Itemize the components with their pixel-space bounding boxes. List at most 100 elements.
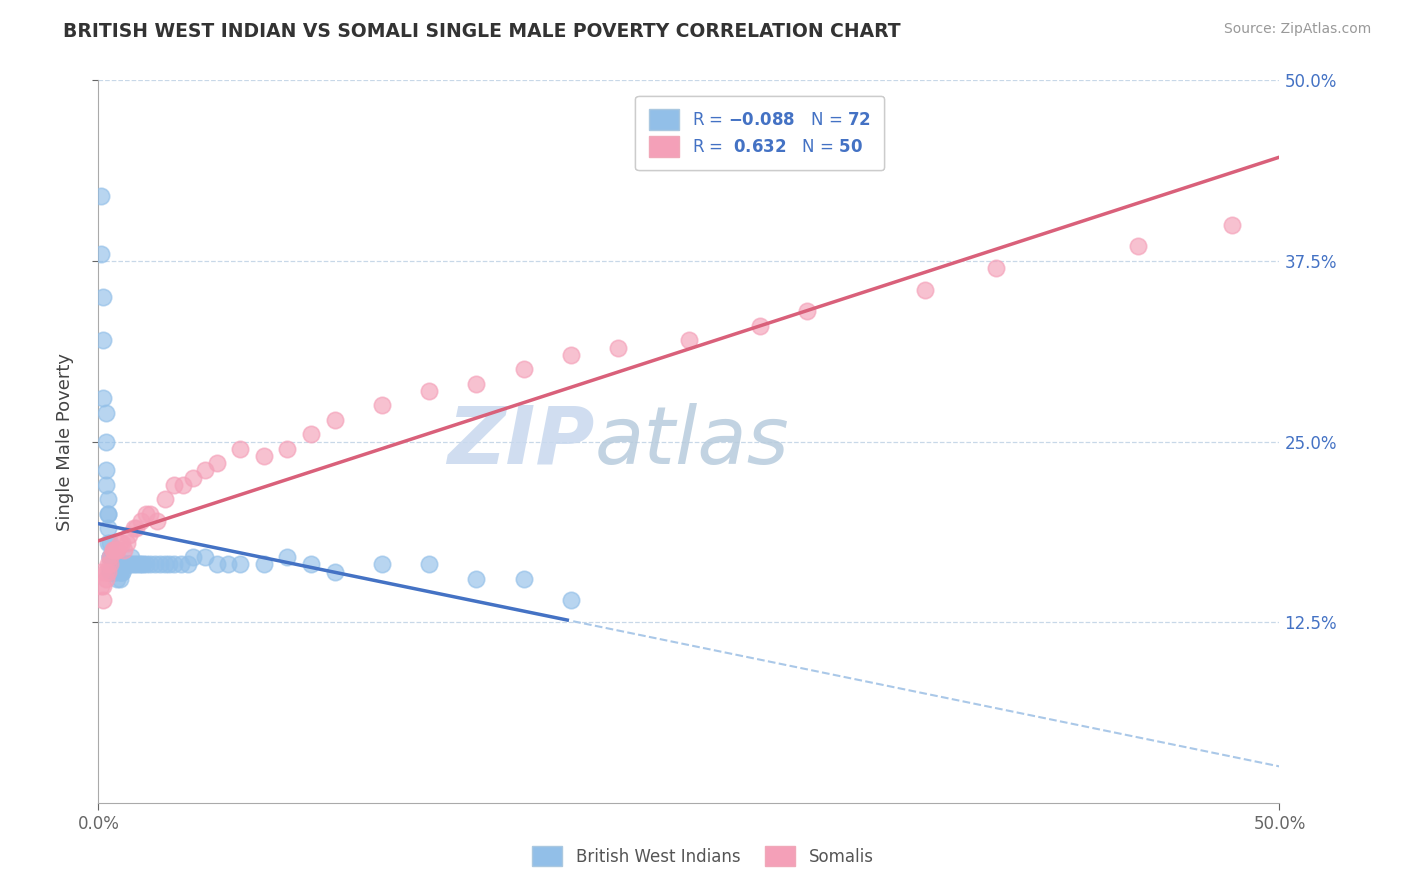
- Point: [181, 550, 204, 565]
- Point: [94, 478, 117, 492]
- Point: [98, 550, 121, 565]
- Point: [371, 398, 394, 412]
- Point: [135, 507, 157, 521]
- Point: [128, 558, 150, 572]
- Point: [97, 565, 120, 579]
- Y-axis label: Single Male Poverty: Single Male Poverty: [56, 352, 75, 531]
- Point: [90, 189, 112, 203]
- Point: [129, 514, 152, 528]
- Point: [97, 507, 120, 521]
- Point: [205, 456, 228, 470]
- Point: [97, 521, 120, 535]
- Point: [97, 558, 120, 572]
- Point: [177, 558, 200, 572]
- Point: [98, 565, 121, 579]
- Point: [323, 565, 346, 579]
- Point: [101, 550, 124, 565]
- Point: [914, 283, 936, 297]
- Point: [560, 348, 582, 362]
- Point: [94, 572, 117, 586]
- Point: [1220, 218, 1243, 232]
- Point: [607, 341, 630, 355]
- Point: [105, 558, 128, 572]
- Point: [153, 492, 176, 507]
- Point: [153, 558, 176, 572]
- Point: [108, 535, 131, 549]
- Point: [98, 550, 121, 565]
- Point: [108, 572, 131, 586]
- Point: [118, 558, 141, 572]
- Point: [101, 542, 124, 557]
- Point: [118, 528, 141, 542]
- Point: [121, 558, 143, 572]
- Point: [90, 565, 112, 579]
- Point: [253, 558, 276, 572]
- Point: [146, 514, 169, 528]
- Point: [108, 565, 131, 579]
- Point: [512, 572, 534, 586]
- Point: [253, 449, 276, 463]
- Point: [105, 558, 128, 572]
- Point: [205, 558, 228, 572]
- Text: ZIP: ZIP: [447, 402, 595, 481]
- Point: [101, 565, 124, 579]
- Point: [172, 478, 194, 492]
- Point: [796, 304, 818, 318]
- Point: [101, 565, 124, 579]
- Text: atlas: atlas: [595, 402, 789, 481]
- Point: [678, 334, 700, 348]
- Point: [90, 246, 112, 260]
- Text: BRITISH WEST INDIAN VS SOMALI SINGLE MALE POVERTY CORRELATION CHART: BRITISH WEST INDIAN VS SOMALI SINGLE MAL…: [63, 22, 901, 41]
- Point: [108, 565, 131, 579]
- Point: [111, 535, 134, 549]
- Point: [229, 442, 252, 456]
- Point: [111, 565, 134, 579]
- Point: [1126, 239, 1149, 253]
- Point: [97, 535, 120, 549]
- Point: [112, 542, 135, 557]
- Point: [115, 558, 138, 572]
- Point: [111, 558, 134, 572]
- Point: [465, 572, 488, 586]
- Point: [125, 558, 148, 572]
- Point: [170, 558, 193, 572]
- Point: [418, 384, 440, 398]
- Point: [94, 565, 117, 579]
- Point: [135, 558, 157, 572]
- Point: [157, 558, 180, 572]
- Point: [122, 521, 145, 535]
- Point: [104, 565, 127, 579]
- Point: [512, 362, 534, 376]
- Point: [121, 550, 143, 565]
- Point: [98, 550, 121, 565]
- Point: [90, 579, 112, 593]
- Point: [98, 535, 121, 549]
- Point: [101, 542, 124, 557]
- Point: [94, 434, 117, 449]
- Point: [276, 550, 298, 565]
- Point: [105, 542, 128, 557]
- Legend: British West Indians, Somalis: British West Indians, Somalis: [524, 838, 882, 875]
- Point: [104, 550, 127, 565]
- Point: [91, 334, 114, 348]
- Point: [129, 558, 152, 572]
- Point: [104, 542, 127, 557]
- Point: [323, 413, 346, 427]
- Point: [98, 550, 121, 565]
- Point: [194, 463, 217, 477]
- Point: [276, 442, 298, 456]
- Point: [149, 558, 172, 572]
- Point: [122, 558, 145, 572]
- Point: [139, 558, 162, 572]
- Point: [105, 542, 128, 557]
- Point: [94, 406, 117, 420]
- Point: [91, 593, 114, 607]
- Point: [229, 558, 252, 572]
- Point: [115, 558, 138, 572]
- Legend: R = $\mathbf{-0.088}$   N = $\mathbf{72}$, R =  $\mathbf{0.632}$   N = $\mathbf{: R = $\mathbf{-0.088}$ N = $\mathbf{72}$,…: [636, 95, 884, 169]
- Point: [101, 550, 124, 565]
- Point: [115, 535, 138, 549]
- Point: [181, 470, 204, 484]
- Point: [94, 463, 117, 477]
- Point: [418, 558, 440, 572]
